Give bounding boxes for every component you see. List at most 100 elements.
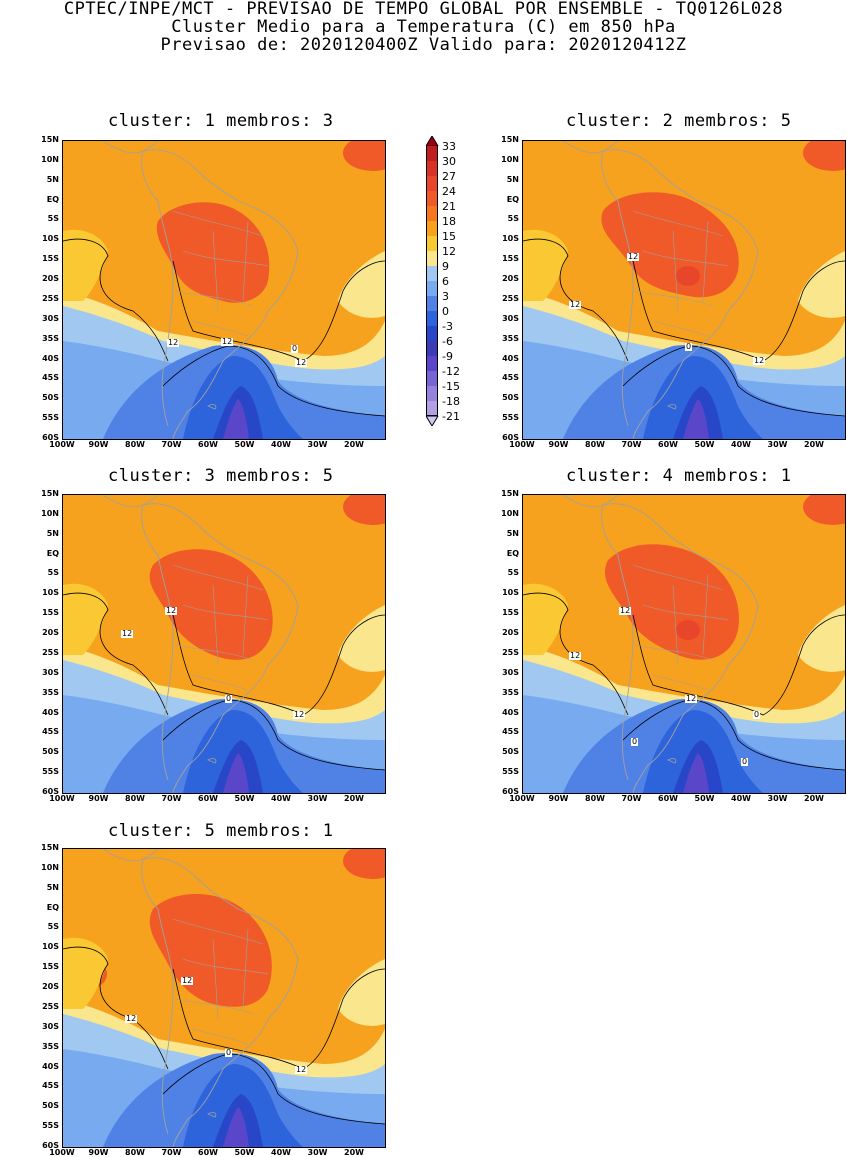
longitude-label: 70W <box>161 794 182 803</box>
latitude-label: 60S <box>42 1141 59 1150</box>
longitude-label: 50W <box>694 794 715 803</box>
longitude-label: 100W <box>49 794 75 803</box>
longitude-label: 50W <box>694 440 715 449</box>
colorbar-label: 15 <box>442 230 456 243</box>
field-mild-pocket <box>523 229 568 301</box>
colorbar-segment <box>426 401 438 416</box>
central-america-coastline <box>562 495 619 508</box>
longitude-label: 40W <box>271 794 291 803</box>
field-mild-pocket <box>523 583 568 655</box>
longitude-label: 20W <box>344 794 364 803</box>
longitude-label: 100W <box>49 1148 75 1157</box>
field-very-hot-patch <box>676 620 700 640</box>
latitude-label: 5S <box>47 922 59 932</box>
colorbar-segment <box>426 386 438 401</box>
latitude-label: 30S <box>42 667 59 677</box>
south-america-coastline <box>601 149 759 439</box>
colorbar-label: 27 <box>442 170 456 183</box>
colorbar-label: 9 <box>442 260 449 273</box>
colorbar-segment <box>426 161 438 176</box>
colorbar-label: 33 <box>442 140 456 153</box>
latitude-label: 40S <box>42 353 59 363</box>
latitude-label: 30S <box>502 667 519 677</box>
colorbar-segment <box>426 341 438 356</box>
colorbar-segment <box>426 221 438 236</box>
south-america-coastline <box>141 503 299 793</box>
latitude-label: 5N <box>46 882 59 892</box>
panel-title: cluster: 5 membros: 1 <box>108 821 334 841</box>
header-subtitle: Cluster Medio para a Temperatura (C) em … <box>171 17 676 37</box>
temperature-field <box>63 849 385 1147</box>
temperature-map-panel: 12 12 0 12 0 0 <box>522 494 846 794</box>
latitude-label: 50S <box>502 393 519 403</box>
longitude-label: 50W <box>234 440 255 449</box>
latitude-label: 25S <box>42 647 59 657</box>
longitude-label: 100W <box>509 794 535 803</box>
contour-label: 12 <box>619 606 632 615</box>
colorbar-label: -3 <box>442 320 453 333</box>
temperature-map-panel: 12 12 0 12 <box>62 848 386 1148</box>
latitude-label: 50S <box>42 393 59 403</box>
contour-0 <box>162 699 385 771</box>
latitude-label: 10S <box>42 588 59 598</box>
field-hot-corner <box>343 849 385 879</box>
latitude-label: 40S <box>502 707 519 717</box>
longitude-label: 30W <box>767 440 788 449</box>
latitude-label: 55S <box>42 413 59 423</box>
latitude-label: 10S <box>502 588 519 598</box>
contour-label: 0 <box>225 1048 233 1057</box>
longitude-label: 20W <box>804 440 824 449</box>
colorbar-segment <box>426 356 438 371</box>
latitude-label: 20S <box>42 628 59 638</box>
longitude-label: 50W <box>234 794 255 803</box>
colorbar-label: -6 <box>442 335 453 348</box>
south-america-coastline <box>141 857 299 1147</box>
field-cool-patch <box>338 959 385 1026</box>
field-hot-region <box>149 894 272 1007</box>
field-cool-patch <box>798 251 845 318</box>
latitude-label: 25S <box>42 293 59 303</box>
latitude-label: 35S <box>42 687 59 697</box>
longitude-label: 70W <box>161 440 182 449</box>
colorbar-label: 30 <box>442 155 456 168</box>
central-america-coastline <box>102 849 159 862</box>
latitude-label: 50S <box>42 1101 59 1111</box>
field-hot-region <box>156 202 270 303</box>
latitude-label: 45S <box>502 373 519 383</box>
latitude-label: 5N <box>46 528 59 538</box>
temperature-field <box>63 495 385 793</box>
longitude-label: 90W <box>548 440 569 449</box>
country-borders <box>172 210 269 337</box>
latitude-label: 15S <box>42 254 59 264</box>
field-very-hot-patch <box>676 266 700 286</box>
contour-label: 0 <box>753 710 761 719</box>
panel-title: cluster: 3 membros: 5 <box>108 466 334 486</box>
field-cold-core <box>683 399 709 439</box>
latitude-label: 55S <box>42 1121 59 1131</box>
colorbar-label: 12 <box>442 245 456 258</box>
colorbar-segment <box>426 281 438 296</box>
colorbar-label: -18 <box>442 395 460 408</box>
longitude-label: 40W <box>271 1148 291 1157</box>
colorbar-segment <box>426 206 438 221</box>
colorbar-label: -21 <box>442 410 460 423</box>
latitude-label: 15N <box>501 489 519 498</box>
contour-12-west <box>63 238 169 362</box>
falkland-islands <box>207 758 217 764</box>
colorbar-label: 18 <box>442 215 456 228</box>
contour-12-east <box>632 614 845 716</box>
colorbar-label: -12 <box>442 365 460 378</box>
central-america-coastline <box>102 495 159 508</box>
temperature-field <box>63 141 385 439</box>
latitude-label: EQ <box>46 194 59 204</box>
latitude-label: 45S <box>42 373 59 383</box>
field-hot-corner <box>343 141 385 171</box>
longitude-label: 90W <box>88 794 109 803</box>
latitude-label: 25S <box>42 1001 59 1011</box>
colorbar-segment <box>426 146 438 161</box>
latitude-label: EQ <box>46 902 59 912</box>
contour-label: 0 <box>741 757 749 766</box>
colorbar-segment <box>426 311 438 326</box>
colorbar-segment <box>426 296 438 311</box>
longitude-label: 40W <box>731 440 751 449</box>
